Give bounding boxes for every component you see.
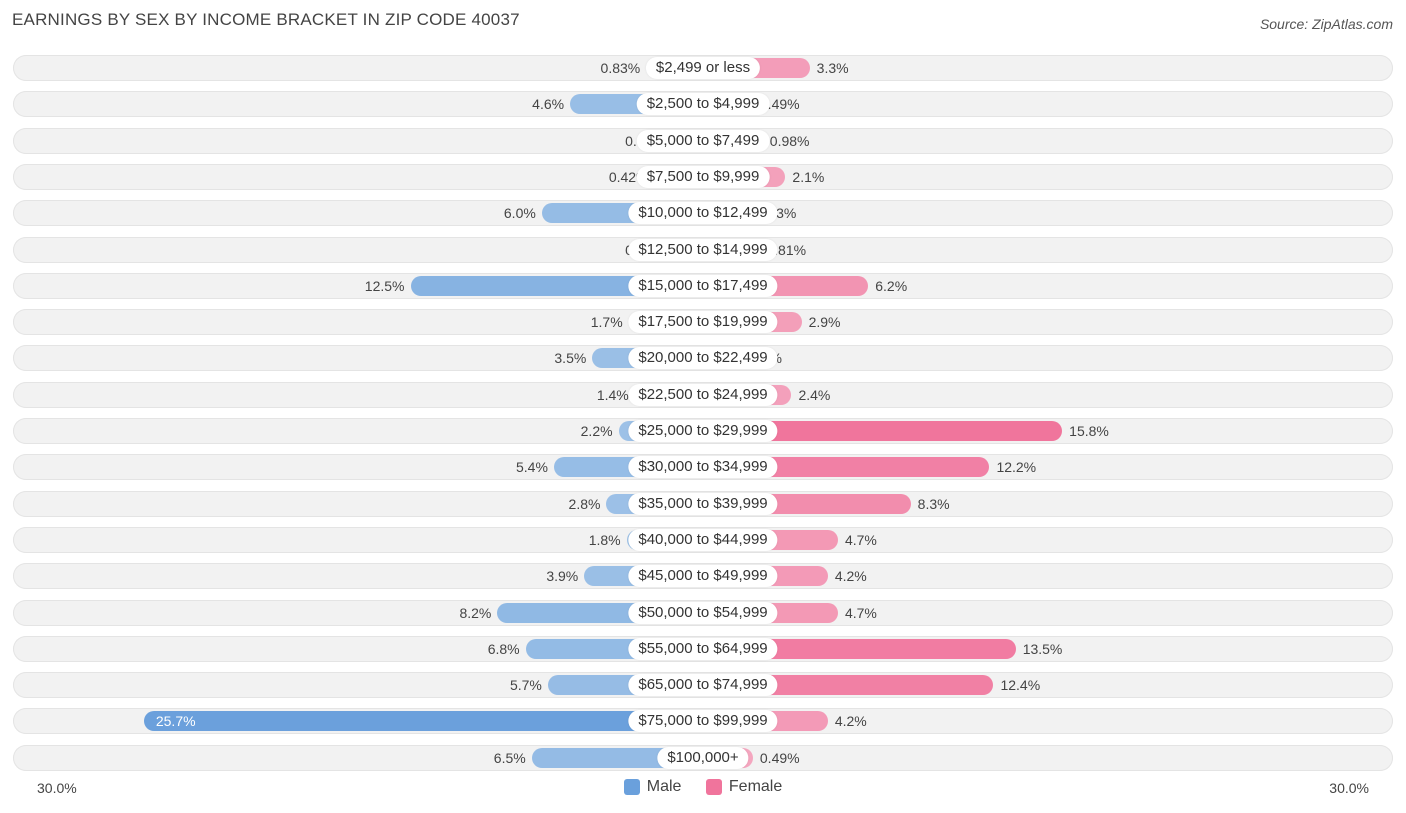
axis-left-label: 30.0% <box>37 780 77 796</box>
value-label-male: 2.8% <box>568 495 601 512</box>
value-label-male: 3.9% <box>546 568 579 585</box>
category-label: $2,500 to $4,999 <box>636 93 770 116</box>
source-credit: Source: ZipAtlas.com <box>1259 16 1393 32</box>
chart-title: Earnings by Sex by Income Bracket in Zip… <box>12 10 520 29</box>
value-label-female: 0.49% <box>759 749 800 766</box>
category-label: $2,499 or less <box>645 57 761 79</box>
value-label-female: 6.2% <box>875 277 908 294</box>
value-label-male: 2.2% <box>580 423 613 439</box>
value-label-female: 2.9% <box>808 314 841 331</box>
value-label-female: 12.2% <box>996 459 1037 476</box>
legend-item-female[interactable]: Female <box>705 778 783 796</box>
value-label-male: 6.8% <box>487 640 520 657</box>
category-label: $20,000 to $22,499 <box>628 347 778 370</box>
category-label: $100,000+ <box>657 746 749 769</box>
bar-female[interactable] <box>703 638 1016 659</box>
category-label: $12,500 to $14,999 <box>628 238 778 261</box>
value-label-female: 0.49% <box>759 96 800 113</box>
category-label: $55,000 to $64,999 <box>628 637 778 660</box>
value-label-female: 3.3% <box>816 60 849 76</box>
value-label-female: 12.4% <box>1000 677 1041 694</box>
value-label-male: 0.83% <box>600 60 641 76</box>
value-label-female: 8.3% <box>917 495 950 512</box>
category-label: $50,000 to $54,999 <box>628 601 778 624</box>
category-label: $7,500 to $9,999 <box>636 165 770 188</box>
category-label: $22,500 to $24,999 <box>628 383 778 406</box>
value-label-male: 1.4% <box>596 386 629 403</box>
value-label-female: 2.4% <box>798 386 831 403</box>
legend-label-female: Female <box>728 778 783 795</box>
category-label: $35,000 to $39,999 <box>628 492 778 515</box>
category-label: $65,000 to $74,999 <box>628 674 778 697</box>
value-label-male: 4.6% <box>532 96 565 113</box>
value-label-female: 13.5% <box>1022 640 1063 657</box>
legend: Male Female <box>0 778 1406 800</box>
value-label-female: 4.7% <box>844 604 877 621</box>
value-label-male: 6.5% <box>493 749 526 766</box>
value-label-male: 5.7% <box>509 677 542 694</box>
value-label-female: 4.2% <box>834 568 867 585</box>
category-label: $75,000 to $99,999 <box>628 710 778 733</box>
category-label: $45,000 to $49,999 <box>628 565 778 588</box>
value-label-male: 12.5% <box>364 277 405 294</box>
value-label-male: 25.7% <box>155 713 196 730</box>
value-label-male: 1.7% <box>590 314 623 331</box>
bar-female[interactable] <box>703 421 1063 441</box>
category-label: $30,000 to $34,999 <box>628 456 778 479</box>
legend-swatch-male <box>623 779 640 795</box>
bar-male[interactable] <box>143 711 703 732</box>
legend-swatch-female <box>705 779 722 795</box>
value-label-female: 15.8% <box>1069 423 1109 439</box>
value-label-female: 4.7% <box>844 531 877 548</box>
category-label: $17,500 to $19,999 <box>628 311 778 334</box>
axis-right-label: 30.0% <box>1329 780 1369 796</box>
value-label-female: 4.2% <box>834 713 867 730</box>
value-label-male: 5.4% <box>516 459 548 476</box>
value-label-male: 1.8% <box>588 531 621 548</box>
category-label: $10,000 to $12,499 <box>628 202 778 225</box>
category-label: $5,000 to $7,499 <box>636 129 770 152</box>
value-label-male: 3.5% <box>554 350 587 367</box>
category-label: $40,000 to $44,999 <box>628 528 778 551</box>
legend-item-male[interactable]: Male <box>623 778 682 796</box>
value-label-male: 6.0% <box>503 205 536 222</box>
legend-label-male: Male <box>646 778 682 795</box>
value-label-female: 2.1% <box>792 168 825 185</box>
value-label-female: 0.98% <box>769 132 810 149</box>
value-label-male: 8.2% <box>459 604 492 621</box>
category-label: $25,000 to $29,999 <box>628 420 778 442</box>
category-label: $15,000 to $17,499 <box>628 274 778 297</box>
